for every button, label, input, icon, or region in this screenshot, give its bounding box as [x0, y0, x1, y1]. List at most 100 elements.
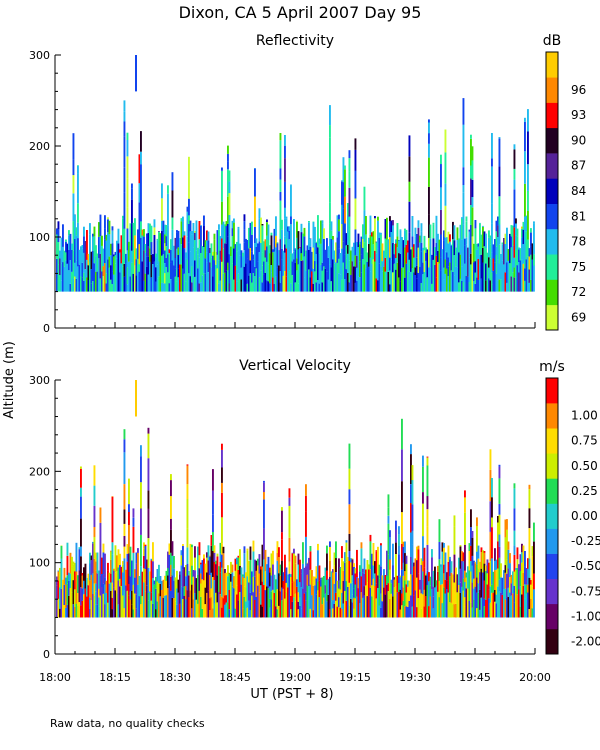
echo-cell	[164, 224, 166, 235]
echo-cell	[309, 277, 312, 292]
echo-cell	[65, 584, 67, 608]
echo-cell	[495, 603, 498, 618]
echo-cell	[395, 239, 397, 244]
echo-cell	[177, 247, 180, 255]
echo-cell	[123, 558, 126, 591]
echo-cell	[398, 592, 400, 618]
echo-cell	[479, 223, 481, 246]
echo-cell	[129, 546, 132, 577]
echo-cell	[495, 273, 498, 292]
echo-cell	[77, 203, 79, 223]
echo-cell	[449, 556, 451, 560]
echo-cell	[461, 218, 463, 240]
echo-cell	[363, 595, 366, 618]
echo-cell	[134, 593, 136, 618]
echo-cell	[245, 572, 247, 588]
echo-cell	[221, 224, 223, 239]
echo-cell	[381, 261, 384, 272]
echo-cell	[320, 586, 322, 618]
echo-cell	[140, 151, 142, 165]
echo-cell	[251, 282, 253, 292]
echo-cell	[140, 131, 142, 152]
echo-cell	[527, 584, 529, 593]
echo-cell	[480, 254, 483, 279]
echo-cell	[89, 608, 91, 618]
echo-cell	[348, 504, 351, 534]
echo-cell	[402, 546, 405, 563]
echo-cell	[191, 234, 193, 267]
echo-cell	[333, 583, 336, 604]
echo-cell	[183, 235, 186, 249]
echo-cell	[425, 573, 427, 576]
colorbar-swatch	[546, 304, 558, 331]
echo-cell	[375, 550, 378, 552]
echo-cell	[387, 239, 390, 240]
echo-cell	[57, 599, 60, 618]
echo-cell	[222, 546, 225, 554]
echo-cell	[338, 258, 340, 274]
echo-cell	[371, 596, 373, 618]
echo-cell	[363, 573, 366, 587]
echo-cell	[135, 594, 138, 609]
echo-cell	[125, 569, 127, 586]
echo-cell	[456, 240, 459, 268]
echo-cell	[266, 564, 268, 587]
echo-cell	[165, 580, 168, 596]
echo-cell	[57, 571, 60, 581]
echo-cell	[251, 595, 253, 618]
echo-cell	[354, 255, 357, 267]
echo-cell	[479, 264, 481, 292]
echo-cell	[387, 554, 390, 584]
echo-cell	[378, 578, 381, 606]
echo-cell	[396, 247, 399, 263]
echo-cell	[237, 600, 240, 618]
echo-cell	[395, 280, 397, 292]
echo-cell	[453, 255, 456, 276]
echo-cell	[441, 551, 444, 585]
echo-cell	[509, 263, 511, 292]
echo-cell	[185, 252, 187, 259]
echo-cell	[471, 146, 474, 161]
echo-cell	[345, 561, 348, 582]
echo-cell	[228, 572, 231, 574]
echo-cell	[390, 579, 393, 584]
echo-cell	[104, 604, 106, 618]
echo-cell	[353, 242, 355, 267]
echo-cell	[416, 546, 418, 561]
echo-cell	[470, 561, 472, 572]
echo-cell	[401, 512, 403, 544]
echo-cell	[80, 546, 82, 557]
echo-cell	[192, 599, 195, 618]
echo-cell	[387, 494, 390, 508]
echo-cell	[135, 248, 138, 260]
echo-cell	[308, 557, 310, 559]
echo-cell	[210, 243, 213, 258]
echo-cell	[411, 247, 414, 269]
echo-cell	[458, 252, 460, 283]
echo-cell	[209, 610, 211, 618]
echo-cell	[105, 585, 108, 593]
echo-cell	[345, 258, 348, 270]
echo-cell	[329, 264, 331, 292]
echo-cell	[212, 490, 214, 501]
echo-cell	[326, 580, 328, 602]
echo-cell	[357, 578, 360, 589]
echo-cell	[315, 264, 318, 283]
echo-cell	[128, 512, 130, 525]
echo-cell	[471, 179, 474, 197]
echo-cell	[359, 603, 361, 618]
echo-cell	[528, 558, 531, 578]
echo-cell	[470, 527, 472, 546]
echo-cell	[210, 588, 213, 598]
echo-cell	[128, 241, 130, 262]
echo-cell	[294, 563, 297, 594]
echo-cell	[212, 255, 214, 277]
y-tick-label: 0	[43, 322, 50, 335]
echo-cell	[431, 557, 433, 589]
x-tick-label: 18:00	[39, 671, 71, 684]
echo-cell	[77, 593, 79, 606]
echo-cell	[188, 571, 190, 576]
echo-cell	[441, 584, 444, 604]
echo-cell	[99, 575, 102, 596]
echo-cell	[387, 515, 390, 524]
